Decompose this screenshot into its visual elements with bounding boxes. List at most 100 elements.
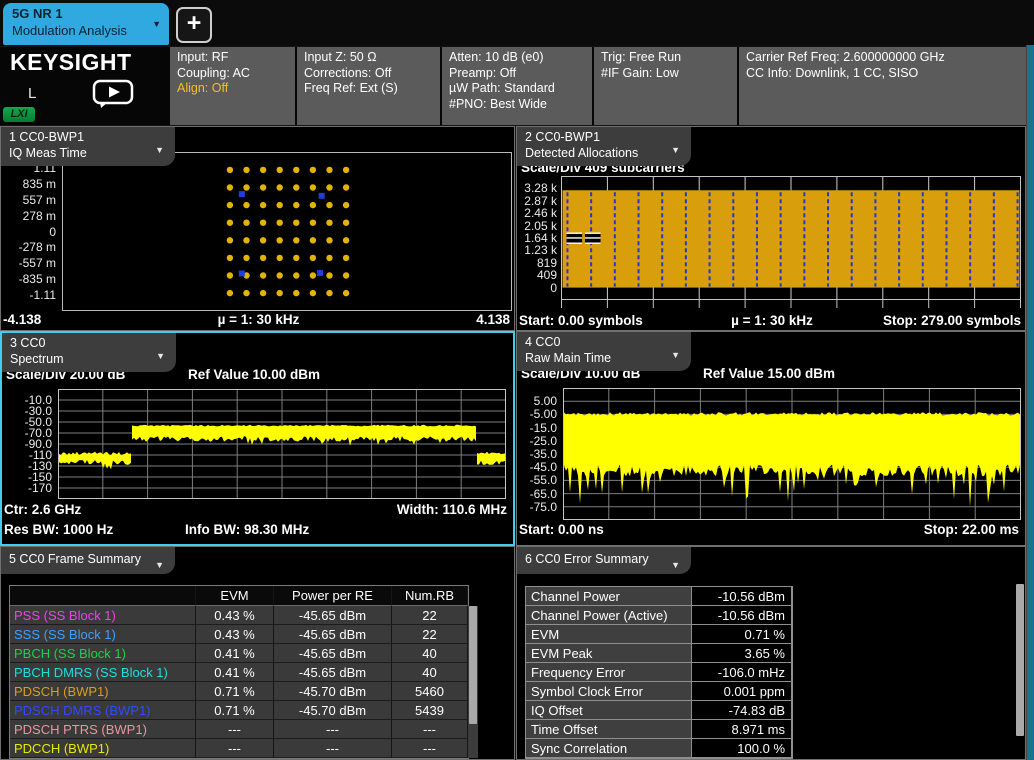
- measurement-tab[interactable]: 5G NR 1 Modulation Analysis ▼: [3, 3, 169, 45]
- table-cell: 0.41 %: [196, 663, 274, 682]
- window1-x-max: 4.138: [476, 312, 510, 327]
- chevron-down-icon: ▼: [671, 348, 680, 364]
- table-cell: -45.65 dBm: [274, 663, 392, 682]
- frame-summary-scrollbar-thumb[interactable]: [469, 606, 477, 724]
- analyzer-screen: 5G NR 1 Modulation Analysis ▼ + KEYSIGHT…: [0, 0, 1034, 760]
- error-value-cell: -10.56 dBm: [692, 587, 792, 606]
- window3-span-width: Width: 110.6 MHz: [397, 502, 507, 517]
- channel-label-cell: PDSCH PTRS (BWP1): [10, 720, 196, 739]
- remote-message-icon: [92, 79, 134, 114]
- table-header-row: EVMPower per RENum.RB: [10, 586, 468, 606]
- status-header: KEYSIGHT L LXI Input: RFCoupling: ACAlig…: [0, 47, 1034, 125]
- table-cell: 5460: [392, 682, 468, 701]
- info-line: Align: Off: [177, 81, 295, 97]
- error-summary-table: Channel Power-10.56 dBmChannel Power (Ac…: [525, 586, 793, 759]
- window2-title: 2 CC0-BWP1: [525, 130, 663, 146]
- window1-header-tab[interactable]: 1 CC0-BWP1 IQ Meas Time ▼: [1, 127, 175, 166]
- measurement-tab-title: 5G NR 1: [12, 6, 63, 21]
- noise-floor-right: [477, 452, 505, 465]
- window4-x-stop: Stop: 22.00 ms: [924, 522, 1019, 537]
- table-cell: -45.70 dBm: [274, 682, 392, 701]
- side-panel-edge[interactable]: [1026, 45, 1034, 760]
- info-line: Preamp: Off: [449, 66, 592, 82]
- y-axis-label: -25.0: [517, 434, 557, 448]
- table-cell: 0.71 %: [196, 682, 274, 701]
- window6-header-tab[interactable]: 6 CC0 Error Summary ▼: [517, 547, 691, 574]
- frame-summary-row: PDCCH (BWP1)---------: [10, 739, 468, 758]
- y-axis-label: 5.00: [517, 394, 557, 408]
- info-line: µW Path: Standard: [449, 81, 592, 97]
- window-frame-summary: 5 CC0 Frame Summary ▼ EVMPower per RENum…: [0, 546, 515, 760]
- info-line: Carrier Ref Freq: 2.600000000 GHz: [746, 50, 1034, 66]
- error-value-cell: 3.65 %: [692, 644, 792, 663]
- error-label-cell: Symbol Clock Error: [526, 682, 692, 701]
- channel-label-cell: PBCH DMRS (SS Block 1): [10, 663, 196, 682]
- allocations-svg: [561, 176, 1021, 309]
- error-value-cell: -106.0 mHz: [692, 663, 792, 682]
- error-summary-row: Channel Power (Active)-10.56 dBm: [526, 606, 792, 625]
- info-line: #PNO: Best Wide: [449, 97, 592, 113]
- add-measurement-button[interactable]: +: [176, 7, 212, 43]
- window3-ref-label: Ref Value 10.00 dBm: [188, 367, 320, 382]
- signal-band: [132, 425, 476, 446]
- error-label-cell: EVM Peak: [526, 644, 692, 663]
- window4-header-tab[interactable]: 4 CC0 Raw Main Time ▼: [517, 332, 691, 371]
- info-column-3: Atten: 10 dB (e0)Preamp: OffµW Path: Sta…: [442, 47, 592, 125]
- error-summary-scrollbar-thumb[interactable]: [1016, 584, 1024, 736]
- info-line: Freq Ref: Ext (S): [304, 81, 440, 97]
- chevron-down-icon: ▼: [671, 558, 680, 574]
- table-cell: -45.65 dBm: [274, 606, 392, 625]
- chevron-down-icon: ▼: [156, 349, 165, 365]
- spectrum-svg: [58, 389, 506, 499]
- window-raw-main-time: 4 CC0 Raw Main Time ▼ Scale/Div 10.00 dB…: [516, 331, 1026, 546]
- raw-time-plot[interactable]: [563, 388, 1021, 520]
- window-iq-meas-time: 1 CC0-BWP1 IQ Meas Time ▼ 1.11835 m557 m…: [0, 126, 515, 331]
- error-summary-row: Symbol Clock Error0.001 ppm: [526, 682, 792, 701]
- window1-subtitle: IQ Meas Time: [9, 146, 147, 162]
- error-summary-row: Frequency Error-106.0 mHz: [526, 663, 792, 682]
- window3-info-bw: Info BW: 98.30 MHz: [185, 522, 309, 537]
- window3-title: 3 CC0: [10, 336, 148, 352]
- allocations-plot[interactable]: [561, 176, 1021, 309]
- error-value-cell: 0.001 ppm: [692, 682, 792, 701]
- channel-label-cell: PDSCH DMRS (BWP1): [10, 701, 196, 720]
- window2-header-tab[interactable]: 2 CC0-BWP1 Detected Allocations ▼: [517, 127, 691, 166]
- window4-subtitle: Raw Main Time: [525, 351, 663, 367]
- y-axis-label: -75.0: [517, 500, 557, 514]
- info-column-2: Input Z: 50 ΩCorrections: OffFreq Ref: E…: [297, 47, 440, 125]
- table-cell: 0.71 %: [196, 701, 274, 720]
- window3-header-tab[interactable]: 3 CC0 Spectrum ▼: [2, 333, 176, 372]
- constellation-plot[interactable]: [62, 152, 512, 311]
- info-line: CC Info: Downlink, 1 CC, SISO: [746, 66, 1034, 82]
- error-label-cell: IQ Offset: [526, 701, 692, 720]
- y-axis-label: -170: [2, 481, 52, 495]
- window-error-summary: 6 CC0 Error Summary ▼ Channel Power-10.5…: [516, 546, 1026, 760]
- error-value-cell: 8.971 ms: [692, 720, 792, 739]
- error-summary-row: EVM Peak3.65 %: [526, 644, 792, 663]
- table-cell: -45.65 dBm: [274, 625, 392, 644]
- frame-summary-scrollbar-track[interactable]: [468, 606, 478, 758]
- error-summary-scrollbar-track[interactable]: [1015, 581, 1024, 759]
- table-cell: ---: [196, 720, 274, 739]
- error-label-cell: Channel Power (Active): [526, 606, 692, 625]
- y-axis-label: -278 m: [1, 240, 56, 254]
- y-axis-label: 835 m: [1, 177, 56, 191]
- info-column-4: Trig: Free Run#IF Gain: Low: [594, 47, 737, 125]
- window3-center-freq: Ctr: 2.6 GHz: [4, 502, 81, 517]
- spectrum-plot[interactable]: [58, 389, 506, 499]
- channel-label-cell: PBCH (SS Block 1): [10, 644, 196, 663]
- info-line: Atten: 10 dB (e0): [449, 50, 592, 66]
- lxi-badge: LXI: [3, 107, 35, 122]
- window5-title: 5 CC0 Frame Summary: [9, 552, 147, 568]
- measurement-tab-subtitle: Modulation Analysis: [12, 23, 127, 38]
- window3-res-bw: Res BW: 1000 Hz: [4, 522, 113, 537]
- keysight-logo: KEYSIGHT: [10, 49, 132, 76]
- constellation-svg: [62, 152, 512, 311]
- frame-summary-row: PSS (SS Block 1)0.43 %-45.65 dBm22: [10, 606, 468, 625]
- table-cell: ---: [196, 739, 274, 758]
- info-column-1: Input: RFCoupling: ACAlign: Off: [170, 47, 295, 125]
- window5-header-tab[interactable]: 5 CC0 Frame Summary ▼: [1, 547, 175, 574]
- y-axis-label: -557 m: [1, 256, 56, 270]
- window3-subtitle: Spectrum: [10, 352, 148, 368]
- window4-ref-label: Ref Value 15.00 dBm: [703, 366, 835, 381]
